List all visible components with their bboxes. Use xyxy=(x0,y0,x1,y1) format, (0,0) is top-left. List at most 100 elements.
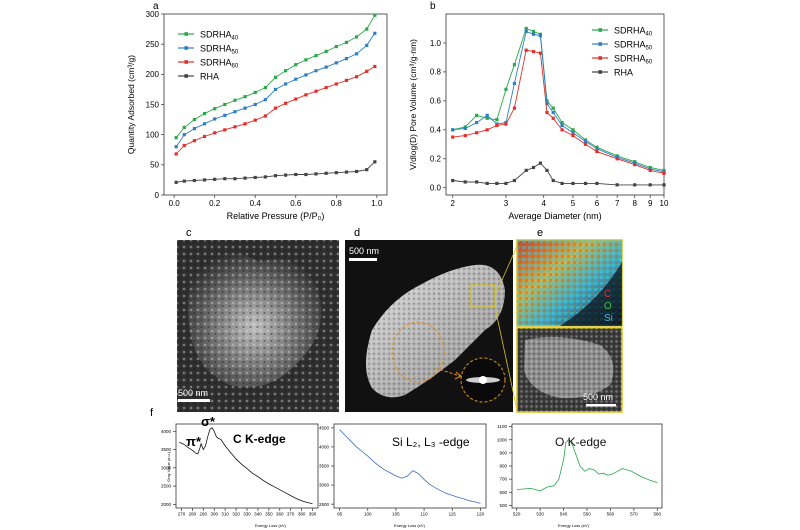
data-point-RHA xyxy=(223,177,227,181)
panel-label-d: d xyxy=(354,227,360,239)
eds-map-e: C O Si xyxy=(516,239,623,327)
x-tick-label: 3 xyxy=(504,199,509,208)
data-point-SDRHA50 xyxy=(475,121,479,125)
data-point-SDRHA60 xyxy=(354,75,359,79)
x-axis-label: Average Diameter (nm) xyxy=(508,211,601,221)
data-point-RHA xyxy=(324,171,328,175)
data-point-RHA xyxy=(662,183,666,187)
data-point-SDRHA40 xyxy=(560,121,564,125)
x-tick-label: 110 xyxy=(420,512,428,517)
y-tick-label: 700 xyxy=(499,477,507,482)
series-line-RHA xyxy=(452,162,664,186)
y-tick-label: 300 xyxy=(146,10,160,19)
x-tick-label: 550 xyxy=(583,512,591,517)
data-point-SDRHA50 xyxy=(512,81,517,86)
data-point-SDRHA40 xyxy=(304,58,308,62)
data-point-SDRHA50 xyxy=(263,98,267,102)
data-point-SDRHA40 xyxy=(243,95,247,99)
data-point-SDRHA60 xyxy=(182,143,186,148)
scale-bar-d xyxy=(349,258,377,261)
data-point-SDRHA50 xyxy=(273,87,278,92)
data-point-RHA xyxy=(263,175,267,179)
haadf-detail-e: 500 nm xyxy=(516,327,623,413)
eels-si-xlabel: Energy Loss (eV) xyxy=(394,523,426,528)
data-point-RHA xyxy=(354,169,359,174)
eds-label-si: Si xyxy=(604,313,613,324)
eels-c-xlabel: Energy Loss (eV) xyxy=(255,523,287,528)
data-point-SDRHA50 xyxy=(524,29,528,33)
legend-label-RHA: RHA xyxy=(614,68,633,78)
data-point-SDRHA50 xyxy=(304,73,308,77)
x-tick-label: 570 xyxy=(630,512,638,517)
data-point-SDRHA60 xyxy=(334,82,338,86)
scale-bar-label-e: 500 nm xyxy=(583,392,613,402)
y-tick-label: 100 xyxy=(146,130,160,139)
y-tick-label: 3000 xyxy=(319,483,330,488)
data-point-SDRHA40 xyxy=(294,63,298,67)
data-point-SDRHA60 xyxy=(324,86,328,90)
legend-label-SDRHA40: SDRHA40 xyxy=(200,30,239,42)
data-point-SDRHA60 xyxy=(294,97,298,101)
x-tick-label: 370 xyxy=(287,512,295,517)
data-point-SDRHA50 xyxy=(571,131,575,135)
data-point-SDRHA40 xyxy=(314,54,318,58)
x-tick-label: 95 xyxy=(337,512,343,517)
data-point-RHA xyxy=(551,178,555,183)
data-point-SDRHA40 xyxy=(475,113,479,117)
data-point-SDRHA60 xyxy=(314,89,318,93)
x-tick-label: 6 xyxy=(595,199,600,208)
data-point-SDRHA60 xyxy=(648,168,652,172)
data-point-SDRHA40 xyxy=(284,69,288,73)
y-tick-label: 50 xyxy=(150,161,159,170)
data-point-SDRHA50 xyxy=(560,123,564,128)
data-point-RHA xyxy=(475,180,479,184)
data-point-RHA xyxy=(524,168,528,172)
data-point-SDRHA50 xyxy=(595,147,599,151)
x-tick-label: 8 xyxy=(632,199,637,208)
data-point-SDRHA50 xyxy=(182,133,186,137)
y-axis-label: Quantity Adsorbed (cm³/g) xyxy=(126,55,136,154)
data-point-SDRHA50 xyxy=(538,34,542,38)
legend-marker xyxy=(598,70,602,74)
data-point-SDRHA40 xyxy=(344,40,349,44)
data-point-SDRHA60 xyxy=(463,134,467,138)
x-tick-label: 340 xyxy=(254,512,262,517)
data-point-SDRHA40 xyxy=(334,44,338,49)
panel-label-e: e xyxy=(537,227,543,239)
data-point-RHA xyxy=(304,172,308,177)
data-point-RHA xyxy=(365,168,369,172)
x-tick-label: 2 xyxy=(451,199,456,208)
x-tick-label: 9 xyxy=(648,199,653,208)
data-point-SDRHA40 xyxy=(263,86,267,90)
data-point-SDRHA60 xyxy=(373,64,377,69)
data-point-SDRHA60 xyxy=(243,122,247,126)
data-point-SDRHA50 xyxy=(373,31,377,35)
eels-si-title: Si L₂, L₃ -edge xyxy=(392,435,470,449)
data-point-RHA xyxy=(273,174,278,178)
data-point-RHA xyxy=(334,171,338,175)
y-tick-label: 0 xyxy=(155,191,160,200)
series-line-SDRHA50 xyxy=(452,30,665,173)
data-point-SDRHA60 xyxy=(524,48,528,52)
data-point-SDRHA60 xyxy=(531,50,536,54)
x-tick-label: 290 xyxy=(200,512,208,517)
data-point-SDRHA50 xyxy=(314,69,318,73)
data-point-SDRHA40 xyxy=(233,98,237,102)
data-point-SDRHA60 xyxy=(595,149,599,154)
data-point-RHA xyxy=(463,180,467,184)
data-point-RHA xyxy=(531,165,536,170)
data-point-RHA xyxy=(512,178,517,183)
x-tick-label: 7 xyxy=(615,199,620,208)
data-point-SDRHA50 xyxy=(531,32,536,36)
data-point-SDRHA60 xyxy=(213,131,217,135)
data-point-RHA xyxy=(451,178,455,183)
data-point-RHA xyxy=(192,178,197,183)
series-line-spectrum xyxy=(179,427,313,504)
series-line-SDRHA60 xyxy=(452,49,665,174)
legend-label-SDRHA60: SDRHA60 xyxy=(200,58,239,70)
data-point-SDRHA60 xyxy=(192,139,197,143)
data-point-RHA xyxy=(182,179,186,183)
eds-label-c: C xyxy=(604,289,611,300)
data-point-RHA xyxy=(294,172,298,177)
